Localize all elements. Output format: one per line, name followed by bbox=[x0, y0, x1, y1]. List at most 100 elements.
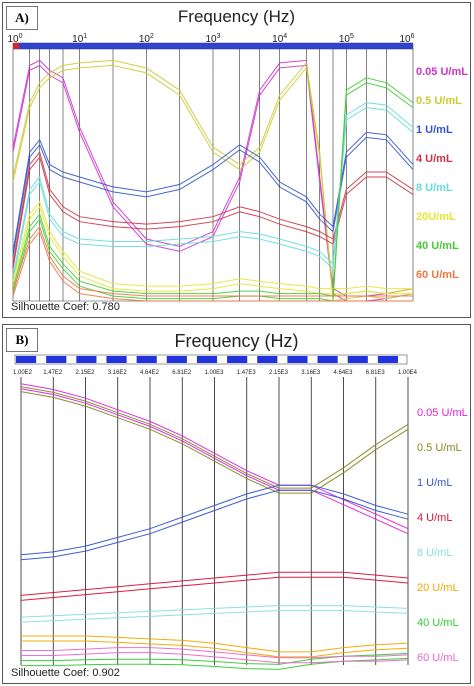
legend-label: 20 U/mL bbox=[417, 582, 459, 594]
x-tick-label: 101 bbox=[72, 33, 87, 45]
x-tick-label: 2.15E2 bbox=[76, 370, 96, 376]
legend-label: 40 U/mL bbox=[416, 240, 459, 252]
panel-b-title: Frequency (Hz) bbox=[174, 331, 299, 351]
axis-strip-segment bbox=[136, 356, 157, 363]
legend-label: 20U/mL bbox=[416, 211, 456, 223]
legend-label: 0.5 U/mL bbox=[416, 95, 462, 107]
axis-strip-segment bbox=[76, 356, 97, 363]
series-line bbox=[21, 652, 409, 664]
legend-label: 60 U/mL bbox=[416, 269, 459, 281]
series-line bbox=[12, 151, 414, 264]
x-tick-label-base: 10 bbox=[399, 34, 411, 45]
x-tick-label: 2.15E3 bbox=[269, 370, 289, 376]
panel-a-silhouette: Silhouette Coef: 0.780 bbox=[11, 301, 120, 313]
x-tick-label-base: 10 bbox=[339, 34, 351, 45]
series-line bbox=[12, 200, 413, 290]
legend-label: 8 U/mL bbox=[417, 547, 452, 559]
x-tick-label: 1.47E2 bbox=[43, 370, 63, 376]
series-line bbox=[21, 635, 409, 653]
axis-strip-segment bbox=[166, 356, 187, 363]
legend-label: 4 U/mL bbox=[416, 153, 453, 165]
x-tick-label: 3.16E3 bbox=[301, 370, 321, 376]
x-tick-label-exponent: 0 bbox=[19, 33, 23, 40]
panel-b-coef-value: 0.902 bbox=[92, 667, 120, 679]
x-tick-label: 4.64E3 bbox=[334, 370, 354, 376]
panel-a-title: Frequency (Hz) bbox=[177, 7, 296, 26]
axis-strip-segment bbox=[16, 356, 37, 363]
x-tick-label-exponent: 6 bbox=[411, 33, 415, 40]
axis-strip-segment bbox=[196, 356, 218, 363]
axis-strip-segment bbox=[377, 356, 398, 363]
x-tick-label: 6.81E2 bbox=[172, 370, 192, 376]
legend-label: 0.05 U/mL bbox=[417, 407, 468, 419]
x-tick-label: 106 bbox=[399, 33, 414, 45]
series-line bbox=[20, 489, 409, 561]
series-line bbox=[12, 225, 413, 297]
axis-strip-segment bbox=[347, 356, 368, 363]
series-line bbox=[20, 383, 409, 530]
series-line bbox=[21, 640, 409, 658]
axis-strip-segment bbox=[46, 356, 67, 363]
panel-a: A) Frequency (Hz) 100 101 102 103 104 105 106 0… bbox=[2, 2, 471, 318]
axis-strip-segment bbox=[227, 356, 248, 363]
panel-b: B) Frequency (Hz) 1.00E2 1.47E2 2.15E2 3.16… bbox=[2, 324, 471, 684]
series-line bbox=[20, 391, 409, 494]
panel-b-silhouette: Silhouette Coef: 0.902 bbox=[11, 667, 120, 679]
legend-label: 0.05 U/mL bbox=[416, 66, 468, 78]
x-tick-label: 6.81E3 bbox=[366, 370, 386, 376]
panel-a-coef-label: Silhouette Coef: bbox=[11, 301, 90, 313]
axis-strip-segment bbox=[287, 356, 308, 363]
x-tick-label-exponent: 5 bbox=[350, 33, 354, 40]
axis-strip-segment bbox=[317, 356, 338, 363]
x-tick-label: 100 bbox=[7, 33, 22, 45]
series-line bbox=[20, 605, 409, 618]
series-line bbox=[12, 82, 414, 302]
x-tick-label-exponent: 2 bbox=[150, 33, 154, 40]
series-line bbox=[20, 388, 409, 535]
legend-label: 60 U/mL bbox=[417, 652, 459, 664]
x-tick-label: 1.00E3 bbox=[205, 370, 225, 376]
legend-label: 0.5 U/mL bbox=[417, 442, 462, 454]
x-tick-label: 1.00E2 bbox=[13, 370, 33, 376]
x-tick-label: 3.16E2 bbox=[108, 370, 128, 376]
series-line bbox=[12, 230, 413, 302]
axis-strip-segment bbox=[106, 356, 127, 363]
series-line bbox=[12, 107, 414, 282]
x-tick-label-base: 10 bbox=[139, 34, 151, 45]
series-line bbox=[21, 647, 409, 659]
panel-a-coef-value: 0.780 bbox=[92, 301, 120, 313]
x-tick-label: 1.00E4 bbox=[398, 370, 418, 376]
series-line bbox=[20, 576, 409, 601]
x-tick-label: 104 bbox=[272, 33, 287, 45]
legend-label: 1 U/mL bbox=[416, 124, 453, 136]
series-line bbox=[20, 484, 409, 556]
series-line bbox=[20, 610, 409, 623]
series-line bbox=[12, 64, 414, 302]
series-line bbox=[12, 205, 413, 295]
panel-b-tag: B) bbox=[6, 328, 38, 352]
x-tick-label-base: 10 bbox=[7, 34, 19, 45]
x-tick-label-base: 10 bbox=[72, 34, 84, 45]
legend-label: 40 U/mL bbox=[417, 617, 459, 629]
series-line bbox=[12, 131, 414, 252]
series-line bbox=[12, 136, 414, 257]
series-line bbox=[20, 386, 409, 489]
series-line bbox=[20, 571, 409, 596]
x-tick-label-base: 10 bbox=[205, 34, 217, 45]
x-tick-label: 102 bbox=[139, 33, 154, 45]
x-tick-label-exponent: 1 bbox=[83, 33, 87, 40]
series-line bbox=[12, 156, 414, 269]
x-tick-label: 105 bbox=[339, 33, 354, 45]
x-tick-label: 4.64E2 bbox=[140, 370, 160, 376]
axis-strip-segment bbox=[257, 356, 278, 363]
axis-strip-start-marker bbox=[13, 43, 19, 49]
legend-label: 8 U/mL bbox=[416, 182, 453, 194]
x-tick-label: 1.47E3 bbox=[237, 370, 257, 376]
x-tick-label-base: 10 bbox=[272, 34, 284, 45]
x-tick-label-exponent: 3 bbox=[217, 33, 221, 40]
legend-label: 4 U/mL bbox=[417, 512, 452, 524]
panel-a-tag: A) bbox=[6, 6, 38, 30]
panel-b-chart: 1.00E2 1.47E2 2.15E2 3.16E2 4.64E2 6.81E2 1.00… bbox=[13, 354, 468, 670]
legend-label: 1 U/mL bbox=[417, 477, 452, 489]
